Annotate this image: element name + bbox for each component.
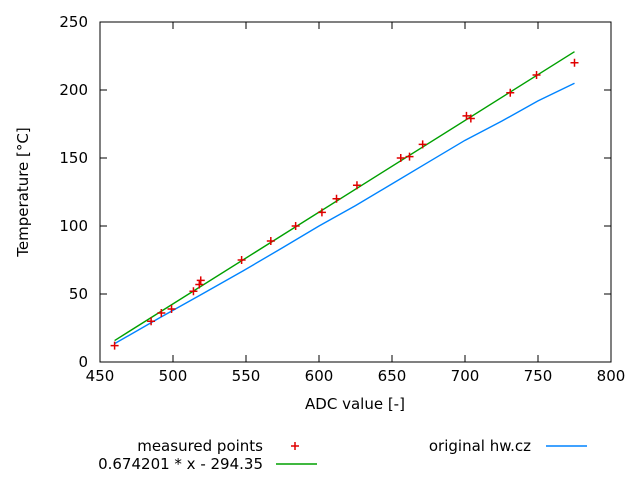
measured-point-marker bbox=[462, 111, 471, 120]
y-tick-label: 200 bbox=[59, 81, 88, 99]
measured-point-marker bbox=[147, 317, 156, 326]
x-axis-title: ADC value [-] bbox=[305, 395, 405, 413]
x-tick-label: 550 bbox=[232, 367, 261, 385]
measured-point-marker bbox=[332, 194, 341, 203]
legend-plus-marker-icon bbox=[291, 442, 299, 450]
legend-label-measured-points: measured points bbox=[137, 437, 263, 455]
measured-point-marker bbox=[237, 256, 246, 264]
legend-label-fit-line: 0.674201 * x - 294.35 bbox=[98, 455, 263, 473]
measured-point-marker bbox=[195, 280, 204, 289]
measured-point-marker bbox=[466, 114, 475, 123]
y-tick-label: 50 bbox=[69, 285, 88, 303]
y-tick-label: 250 bbox=[59, 13, 88, 31]
y-tick-label: 150 bbox=[59, 149, 88, 167]
measured-point-marker bbox=[396, 154, 405, 162]
measured-point-marker bbox=[418, 140, 427, 149]
plot-dynamic-layer: 450 500 550 600 650 700 750 800 0 50 100 150 200 250 bbox=[59, 13, 625, 385]
measured-point-marker bbox=[266, 236, 275, 245]
measured-point-marker bbox=[291, 222, 300, 230]
x-tick-label: 600 bbox=[305, 367, 334, 385]
measured-point-marker bbox=[570, 58, 579, 67]
measured-point-marker bbox=[189, 287, 198, 296]
measured-point-marker bbox=[405, 152, 414, 161]
plot-border bbox=[99, 21, 612, 363]
measured-point-marker bbox=[196, 276, 205, 285]
y-tick-label: 0 bbox=[78, 353, 88, 371]
x-tick-label: 450 bbox=[86, 367, 115, 385]
x-tick-label: 750 bbox=[524, 367, 553, 385]
x-tick-label: 650 bbox=[378, 367, 407, 385]
measured-point-marker bbox=[157, 309, 166, 318]
legend-label-original-hwcz: original hw.cz bbox=[429, 437, 531, 455]
fit-line bbox=[114, 51, 575, 342]
measured-point-marker bbox=[532, 71, 541, 80]
y-axis-title: Temperature [°C] bbox=[14, 127, 32, 257]
measured-point-marker bbox=[506, 88, 515, 97]
y-tick-label: 100 bbox=[59, 217, 88, 235]
measured-point-marker bbox=[167, 304, 176, 313]
measured-point-marker bbox=[352, 181, 361, 190]
hwcz-line bbox=[114, 82, 575, 345]
x-tick-label: 700 bbox=[451, 367, 480, 385]
measured-point-marker bbox=[110, 341, 119, 350]
x-tick-label: 800 bbox=[597, 367, 626, 385]
x-tick-label: 500 bbox=[159, 367, 188, 385]
measured-point-marker bbox=[317, 208, 326, 217]
